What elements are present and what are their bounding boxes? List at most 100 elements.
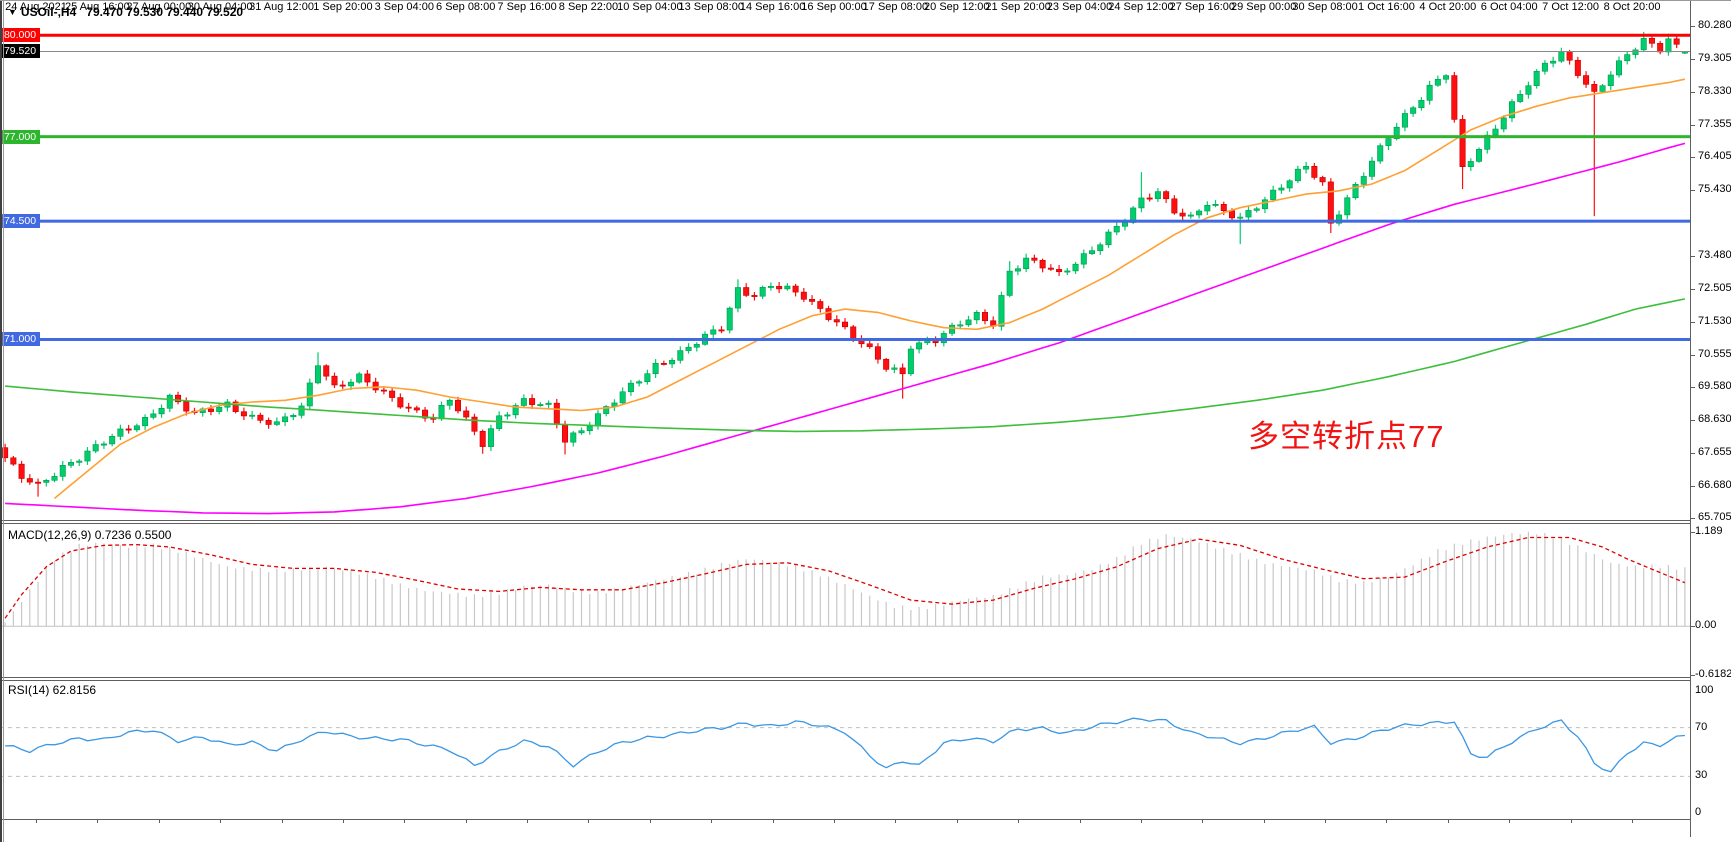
candle-body (570, 432, 577, 443)
price-tick-mark (1690, 124, 1695, 126)
candle-body (216, 406, 223, 412)
candle-body (133, 425, 140, 431)
macd-indicator-label: MACD(12,26,9) 0.7236 0.5500 (8, 528, 172, 542)
candle-body (644, 373, 651, 383)
candle-body (833, 319, 840, 323)
candle-body (405, 406, 412, 409)
candle-body (438, 405, 445, 420)
hline-71.000[interactable] (0, 337, 1690, 341)
macd-rsi-separator[interactable] (0, 677, 1691, 681)
candle-body (454, 399, 461, 412)
candle-body (125, 428, 132, 431)
candle-body (1558, 51, 1565, 62)
candle-body (825, 308, 832, 320)
candle-body (158, 407, 165, 415)
candle-body (257, 414, 264, 421)
candle-body (1286, 180, 1293, 189)
candle-body (446, 399, 453, 406)
chevron-down-icon[interactable]: ▼ (8, 7, 17, 17)
date-tick-label: 6 Sep 08:00 (436, 1, 496, 13)
candle-body (1418, 100, 1425, 109)
candle-body (685, 346, 692, 351)
candle-body (100, 443, 107, 446)
fast-ma-orange-line (53, 78, 1686, 500)
hline-74.500[interactable] (0, 219, 1690, 223)
rsi-indicator-label: RSI(14) 62.8156 (8, 683, 97, 697)
price-tick-label: 73.480 (1698, 248, 1731, 261)
candle-body (751, 295, 758, 297)
candle-body (899, 367, 906, 375)
candle-body (619, 391, 626, 404)
candle-body (1484, 134, 1491, 150)
date-tick-label: 4 Oct 20:00 (1419, 1, 1477, 13)
date-tick-mark (649, 819, 651, 823)
candle-body (1583, 75, 1590, 85)
price-tick-label: 71.530 (1698, 314, 1731, 327)
ohlc-values: 79.470 79.530 79.440 79.520 (86, 5, 244, 19)
candle-body (282, 416, 289, 423)
candle-body (1089, 250, 1096, 254)
hline-77.000[interactable] (0, 135, 1690, 139)
candle-body (166, 394, 173, 409)
candle-body (10, 457, 17, 465)
date-tick-mark (220, 819, 222, 823)
date-tick-mark (834, 819, 835, 823)
date-tick-label: 7 Oct 12:00 (1542, 1, 1600, 13)
macd-tick-label: 0.00 (1695, 619, 1717, 632)
main-macd-separator[interactable] (0, 520, 1691, 524)
date-tick-label: 24 Sep 12:00 (1108, 1, 1174, 13)
candle-body (1080, 253, 1087, 265)
candle-body (1599, 85, 1606, 92)
candle-body (743, 287, 750, 296)
rsi-tick-label: 0 (1695, 806, 1702, 818)
candle-body (1023, 257, 1030, 270)
candles-series (2, 31, 1688, 497)
candle-body (1031, 257, 1038, 261)
candle-body (850, 326, 857, 339)
rsi-tick-label: 70 (1695, 720, 1708, 733)
date-tick-mark (1386, 819, 1388, 823)
current-price-badge: 79.520 (0, 44, 40, 59)
candle-body (1541, 62, 1548, 72)
price-tick-label: 80.280 (1698, 18, 1731, 31)
candle-body (553, 402, 560, 425)
macd-histogram (0, 531, 1690, 627)
price-tick-mark (1690, 91, 1695, 93)
annotation-text[interactable]: 多空转折点77 (1248, 419, 1445, 454)
candle-body (331, 375, 338, 386)
price-tick-mark (1690, 321, 1695, 323)
date-tick-mark (1202, 819, 1204, 823)
candle-body (817, 301, 824, 309)
candle-body (1187, 214, 1194, 217)
candle-body (1624, 54, 1631, 62)
candle-body (1550, 60, 1557, 64)
price-tick-label: 66.680 (1698, 478, 1731, 491)
candle-body (1648, 38, 1655, 44)
candle-body (249, 414, 256, 417)
candle-body (1014, 268, 1021, 272)
candle-body (43, 479, 50, 483)
hline-80.000[interactable] (0, 33, 1690, 37)
candle-body (512, 405, 519, 416)
macd-tick-mark (1690, 532, 1695, 533)
candle-body (1097, 244, 1104, 251)
candle-body (1393, 126, 1400, 139)
candle-body (347, 381, 354, 387)
date-tick-mark (1263, 819, 1265, 823)
candle-body (1368, 160, 1375, 177)
candle-body (998, 295, 1005, 327)
macd-tick-mark (1690, 675, 1695, 677)
candle-body (784, 285, 791, 290)
date-tick-mark (772, 819, 774, 823)
candle-body (339, 384, 346, 387)
candle-body (1467, 161, 1474, 167)
price-tick-label: 72.505 (1698, 281, 1731, 294)
date-tick-mark (956, 819, 958, 823)
slow-ma-green-line (5, 298, 1686, 433)
date-tick-label: 14 Sep 16:00 (739, 1, 806, 13)
candle-body (1665, 38, 1672, 53)
candle-body (1113, 225, 1120, 233)
symbol-header: ▼ USOil-,H4 79.470 79.530 79.440 79.520 (8, 5, 243, 19)
candle-body (586, 425, 593, 432)
